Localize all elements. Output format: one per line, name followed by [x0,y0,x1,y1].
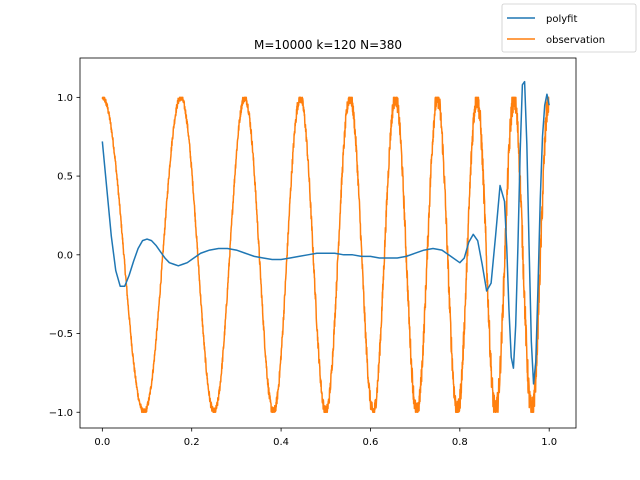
x-tick-label: 0.4 [273,437,289,448]
legend-frame [501,3,637,53]
chart-title: M=10000 k=120 N=380 [254,38,402,52]
y-tick-label: −0.5 [49,329,73,340]
x-tick-label: 0.0 [94,437,110,448]
observation-line [101,96,550,414]
x-tick-label: 0.6 [362,437,378,448]
polyfit-line [101,80,550,385]
series-layer [101,80,550,414]
y-axis: −1.0 −0.5 0.0 0.5 1.0 [49,93,80,419]
legend-label-observation: observation [546,35,605,46]
x-tick-label: 0.2 [184,437,200,448]
legend: polyfit observation [501,3,637,53]
y-tick-label: −1.0 [49,408,73,419]
y-tick-label: 0.5 [57,172,73,183]
x-axis: 0.0 0.2 0.4 0.6 0.8 1.0 [94,428,557,448]
y-tick-label: 1.0 [57,93,73,104]
x-tick-label: 0.8 [452,437,468,448]
plot-frame [79,57,577,429]
y-tick-label: 0.0 [57,250,73,261]
legend-label-polyfit: polyfit [546,14,577,25]
x-tick-label: 1.0 [541,437,557,448]
